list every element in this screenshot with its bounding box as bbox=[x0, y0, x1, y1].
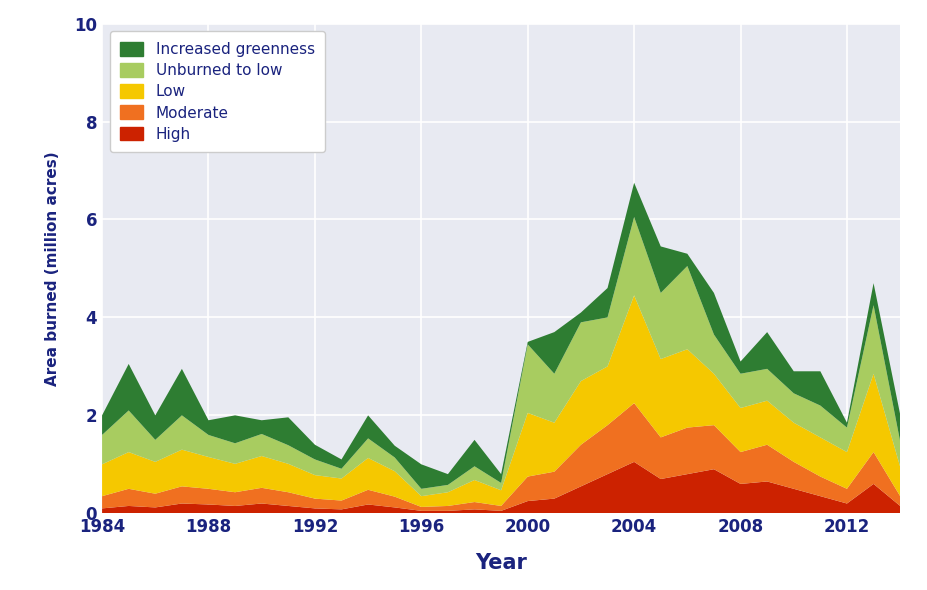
Legend: Increased greenness, Unburned to low, Low, Moderate, High: Increased greenness, Unburned to low, Lo… bbox=[109, 31, 325, 152]
X-axis label: Year: Year bbox=[475, 553, 527, 573]
Y-axis label: Area burned (million acres): Area burned (million acres) bbox=[45, 151, 60, 386]
